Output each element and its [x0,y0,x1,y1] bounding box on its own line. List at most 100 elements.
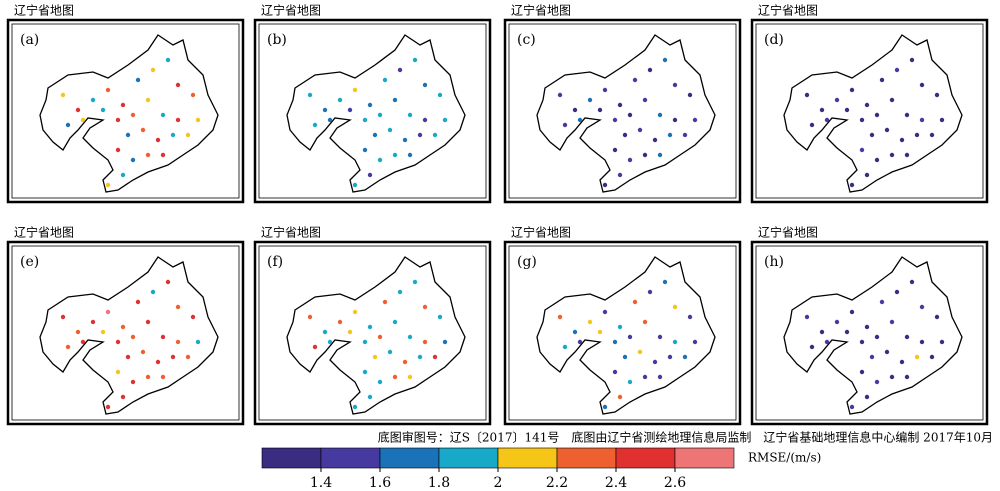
station [557,92,563,98]
station [859,369,865,375]
station [602,309,608,315]
station [372,354,378,360]
station [879,77,885,83]
station [899,137,905,143]
station [105,404,111,410]
station [80,339,86,345]
station [617,394,623,400]
station [437,314,443,320]
station [919,304,925,310]
colorbar-tick-label: 2.2 [546,475,568,491]
station [622,354,628,360]
station [602,404,608,410]
colorbar-tick-label: 2 [494,475,503,491]
station [80,117,86,123]
station [919,339,925,345]
station [844,107,850,113]
station [160,112,166,118]
station [577,339,583,345]
station [632,77,638,83]
map-title: 辽宁省地图 [261,225,321,240]
province-outline [536,256,716,415]
station [160,374,166,380]
station [612,117,618,123]
station [352,309,358,315]
station [662,279,668,285]
map-title: 辽宁省地图 [758,3,818,18]
station [417,354,423,360]
station [322,107,328,113]
station [312,122,318,128]
station [627,379,633,385]
station [587,97,593,103]
station [115,369,121,375]
station [637,349,643,355]
station [115,147,121,153]
station [859,339,865,345]
station [904,334,910,340]
station [140,127,146,133]
station [155,137,161,143]
station [437,92,443,98]
station [904,112,910,118]
station [572,329,578,335]
station [195,117,201,123]
station [422,304,428,310]
panel-label: (a) [20,32,39,48]
station [175,117,181,123]
station [667,132,673,138]
station [672,339,678,345]
panel-label: (e) [20,254,39,270]
colorbar-swatch [674,447,735,469]
station [442,339,448,345]
station [804,92,810,98]
station [125,354,131,360]
station [397,289,403,295]
map-title: 辽宁省地图 [758,225,818,240]
station [362,147,368,153]
station [627,334,633,340]
station [417,132,423,138]
station [120,394,126,400]
panel-label: (f) [267,254,283,270]
station [642,319,648,325]
station [175,304,181,310]
station [105,87,111,93]
station [577,117,583,123]
map-panel: 辽宁省地图 (g) [503,225,742,426]
station [377,379,383,385]
station [819,329,825,335]
frame [253,18,492,204]
station [834,319,840,325]
station [377,157,383,163]
station [572,107,578,113]
station [412,279,418,285]
station [662,57,668,63]
station [557,314,563,320]
station [929,132,935,138]
station [377,112,383,118]
station [115,117,121,123]
panel-label: (h) [764,254,784,270]
station [145,152,151,158]
station [939,339,945,345]
panel-label: (g) [517,254,537,270]
station [692,339,698,345]
station [190,92,196,98]
station [632,299,638,305]
station [130,112,136,118]
station [929,354,935,360]
station [809,344,815,350]
station [874,334,880,340]
province-outline [783,34,963,193]
station [849,309,855,315]
station [652,137,658,143]
station [884,127,890,133]
station [914,132,920,138]
frame-inner [755,23,984,199]
station [65,122,71,128]
station [392,374,398,380]
station [657,112,663,118]
station [185,132,191,138]
station [352,87,358,93]
